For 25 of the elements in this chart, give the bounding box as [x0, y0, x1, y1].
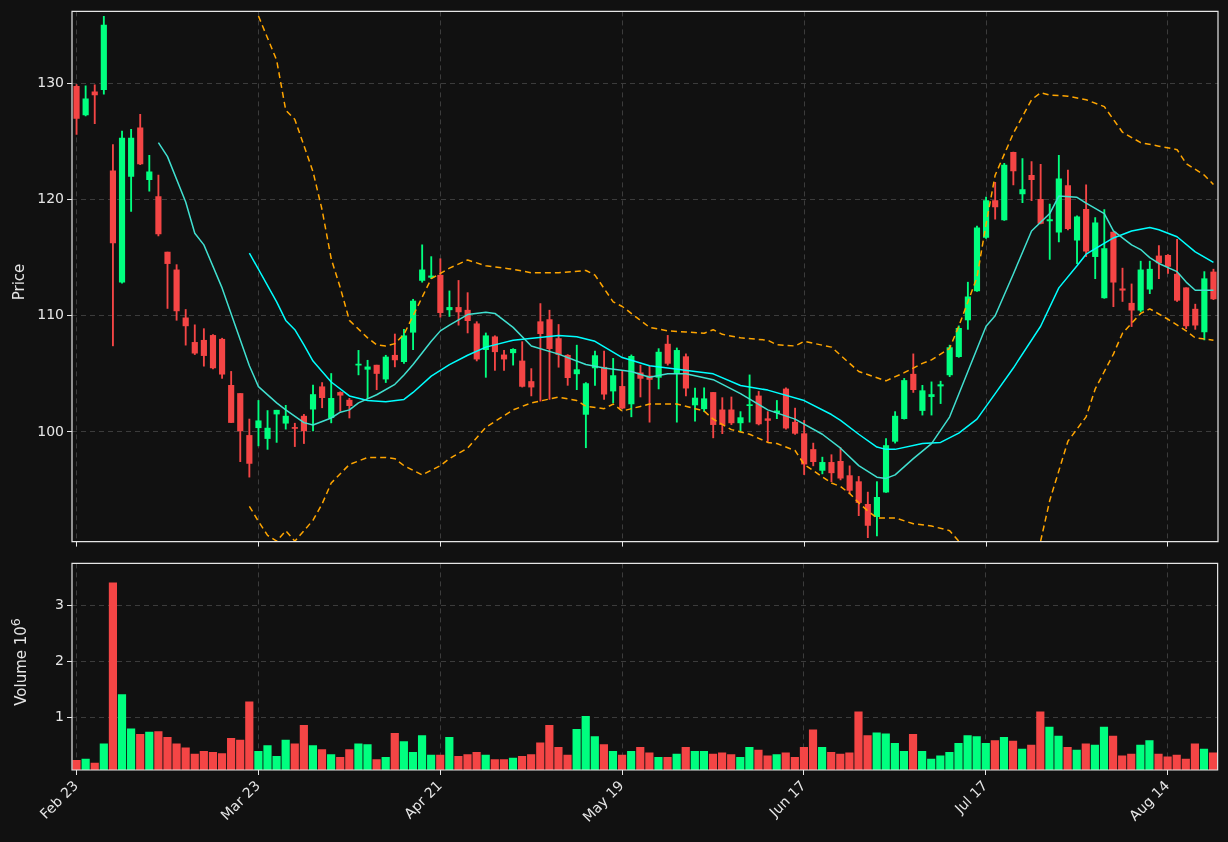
y-tick-label: 1 [55, 708, 64, 725]
line-series [1039, 308, 1215, 542]
line-series [257, 15, 1215, 382]
candlestick [1046, 203, 1053, 260]
x-tick-label: Apr 21 [400, 777, 445, 822]
y-tick-label: 130 [37, 74, 64, 91]
y-tick-label: 110 [37, 306, 64, 323]
candlestick [291, 422, 298, 447]
candlestick [746, 374, 753, 423]
candlestick [91, 84, 98, 124]
candlestick [764, 411, 771, 443]
y-tick-label: 100 [37, 422, 64, 439]
x-tick-label: Jul 17 [950, 777, 991, 818]
x-tick-label: Feb 23 [36, 777, 82, 822]
candlestick [937, 380, 944, 404]
x-tick-label: Mar 23 [217, 777, 264, 824]
y-tick-label: 2 [55, 652, 64, 669]
candlestick [573, 344, 580, 390]
y-tick-label: 3 [55, 596, 64, 613]
candlestick [537, 303, 544, 402]
x-tick-label: Jun 17 [765, 777, 809, 821]
line-series [248, 396, 960, 542]
y-tick-label: 120 [37, 190, 64, 207]
y-axis-title: Price [10, 263, 28, 300]
candlestick [364, 359, 371, 400]
